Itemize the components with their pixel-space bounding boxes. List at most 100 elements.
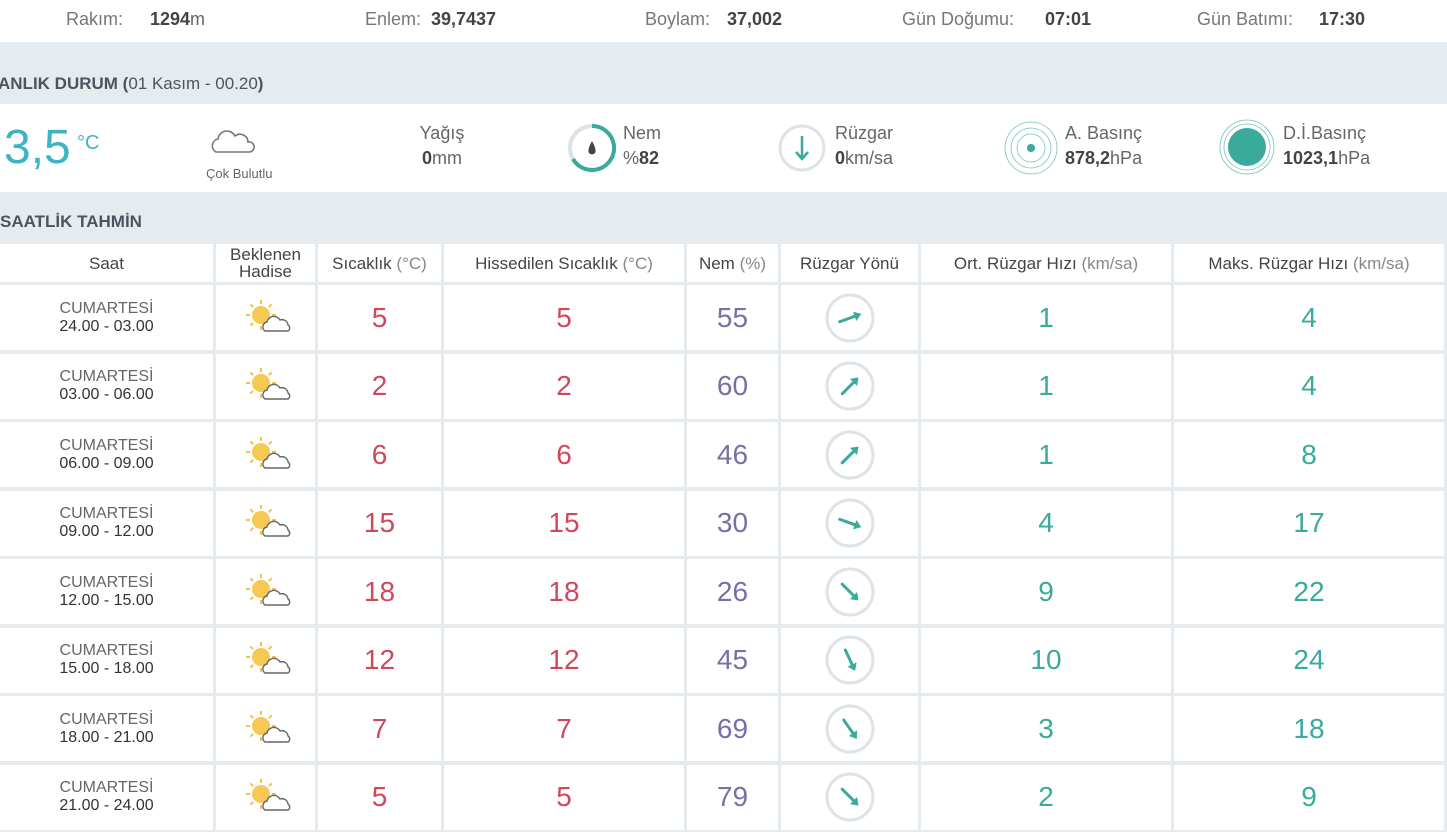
humidity: 60 [716,370,749,401]
wind-avg: 3 [1038,712,1054,744]
day: CUMARTESİ [59,573,154,591]
table-cell: 2 [921,764,1171,830]
table-cell: 8 [1174,422,1444,487]
ray [249,458,254,463]
wind-arrow [840,787,858,806]
cloud [211,130,255,153]
drop [588,141,596,155]
icon [778,124,826,172]
table-cell [216,627,315,693]
label: Sıcaklık [332,253,392,273]
ray [249,321,254,326]
info-value: 07:01 [1045,9,1091,30]
column-header: Saat [0,244,213,282]
ray [267,782,272,787]
table-cell: 5 [444,285,684,350]
value: 17:30 [1319,9,1366,29]
table-cell [781,490,918,556]
arrow-head [849,591,858,600]
label: Hissedilen Sıcaklık [475,253,618,273]
unit: (km/sa) [1081,253,1139,273]
cloud [261,520,290,537]
time: 06.00 - 09.00 [59,454,154,472]
unit: hPa [1110,148,1143,168]
day: CUMARTESİ [59,779,154,796]
header-text: Hissedilen Sıcaklık (°C) [475,255,653,272]
time: 15.00 - 18.00 [59,660,154,677]
header-text: Ort. Rüzgar Hızı (km/sa) [954,255,1138,272]
unit: mm [432,148,462,168]
humidity: 79 [716,781,749,812]
arrow-head [849,377,858,386]
wind-avg: 9 [1038,575,1054,607]
table-cell: 30 [687,490,778,556]
cloud [261,315,290,332]
dot [1228,128,1266,166]
info-label: Boylam: [645,9,711,29]
table-cell: CUMARTESİ 18.00 - 21.00 [0,696,213,761]
item-label: A. Basınç [1065,123,1143,143]
item-label: Yağış [419,123,465,143]
value: 39,7437 [431,9,497,29]
icon [245,642,290,674]
icon [245,710,290,743]
table-cell [216,696,315,761]
ray [249,801,254,806]
value: 82 [639,148,660,168]
wind-max: 8 [1301,438,1317,470]
ray [249,732,254,737]
date: 01 Kasım - 00.20 [128,74,258,93]
cloud [261,589,290,606]
value: 0 [835,148,846,168]
table-cell [781,285,918,350]
header-text: Saat [89,255,124,272]
label: Maks. Rüzgar Hızı [1208,253,1349,273]
feels-like: 18 [548,575,580,607]
table-cell: CUMARTESİ 24.00 - 03.00 [0,285,213,350]
section-title: ANLIK DURUM (01 Kasım - 00.20) [0,74,263,94]
wind-arrow [843,648,857,671]
icon [825,635,874,685]
day: CUMARTESİ [59,299,154,317]
table-cell [216,490,315,556]
sun [251,511,270,529]
wind-max: 4 [1301,301,1317,333]
icon [825,772,874,822]
ray [267,577,272,582]
cloud [261,657,290,674]
table-cell: 3 [921,696,1171,761]
table-cell: 5 [318,764,441,830]
unit: m [190,9,206,29]
wind-avg: 10 [1030,644,1062,675]
label: Ort. Rüzgar Hızı [953,253,1077,273]
sun [251,305,270,324]
table-cell: 24 [1174,627,1444,693]
unit: (°C) [396,253,427,273]
day: CUMARTESİ [59,642,154,659]
ray [267,440,272,445]
column-header: Hissedilen Sıcaklık (°C) [444,244,684,282]
title: ANLIK DURUM ( [0,74,129,93]
arrow-head [852,520,861,530]
table-cell: 9 [921,559,1171,624]
feels-like: 5 [556,301,572,333]
table-cell [781,696,918,761]
sun [251,579,270,598]
table-cell: 1 [921,422,1171,487]
prefix: % [623,148,640,168]
wind-arrow [840,582,858,600]
ray [267,303,272,308]
item-value: 878,2hPa [1065,148,1142,169]
table-cell: 4 [921,490,1171,556]
icon [825,293,874,342]
sun [251,648,270,666]
icon [245,299,290,332]
ray [249,508,254,513]
column-header: Nem (%) [687,244,778,282]
icon [825,704,874,753]
condition: Çok Bulutlu [206,166,273,181]
icon [211,130,255,153]
table-cell: 12 [444,627,684,693]
label: Saat [89,253,124,273]
icon [568,123,617,172]
